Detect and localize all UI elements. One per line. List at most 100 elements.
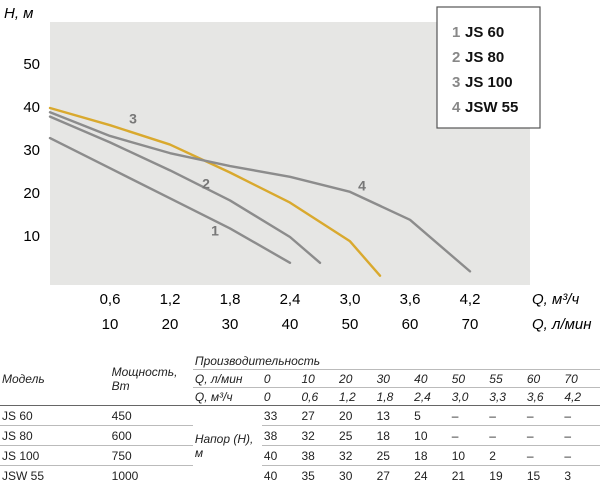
head-value: 24 <box>412 465 450 485</box>
head-value: – <box>487 425 525 446</box>
legend-label: JS 80 <box>465 49 504 66</box>
table-row: JSW 55 1000 40 35 30 27 24 21 19 15 3 <box>0 465 600 485</box>
curve-label: 3 <box>129 111 137 127</box>
x2-tick-label: 50 <box>342 316 359 333</box>
head-value: 2 <box>487 445 525 466</box>
head-value: 40 <box>261 465 300 485</box>
table-row: JS 60 450 Напор (Н), м 33 27 20 13 5– – – – <box>0 405 600 485</box>
legend-number: 4 <box>452 99 461 116</box>
q-lmin-value: 20 <box>337 369 375 388</box>
power-value: 600 <box>109 425 193 446</box>
q-m3h-value: 1,2 <box>337 387 375 406</box>
curve-label: 4 <box>358 178 366 194</box>
head-value: 32 <box>299 425 338 446</box>
q-m3h-value: 1,8 <box>374 387 413 406</box>
y-axis-label: H, м <box>4 5 33 22</box>
head-value: 18 <box>412 445 450 466</box>
q-m3h-value: 3,3 <box>487 387 525 406</box>
header-power: Мощность, Вт <box>111 364 178 393</box>
power-value: 450 <box>109 405 193 426</box>
q-lmin-value: 70 <box>562 369 600 388</box>
y-tick-label: 50 <box>23 56 40 73</box>
model-name: JS 80 <box>0 425 110 446</box>
head-value: 38 <box>299 445 338 466</box>
series-line <box>48 136 292 264</box>
x-axis-label: Q, м³/ч <box>532 291 579 308</box>
q-m3h-value: 4,2 <box>562 387 600 406</box>
table-row: JS 80 600 38 32 25 18 10– – – – <box>0 425 600 446</box>
x2-tick-label: 10 <box>102 316 119 333</box>
table-row: Q, л/мин 0 10 20 30 40 50 55 60 70 <box>0 369 600 388</box>
x-tick-label: 4,2 <box>460 291 481 308</box>
x2-axis-label: Q, л/мин <box>532 316 592 333</box>
head-value: 38 <box>261 425 300 446</box>
head-value: 30 <box>337 465 375 485</box>
y-tick-label: 10 <box>23 228 40 245</box>
head-value: 40 <box>261 445 300 466</box>
head-value: – <box>562 405 600 426</box>
legend-label: JSW 55 <box>465 99 518 116</box>
q-m3h-label: Q, м³/ч <box>192 387 262 406</box>
table-row: Модель Мощность, Вт Производительность <box>0 352 600 393</box>
power-value: 750 <box>109 445 193 466</box>
table-row: JS 100 750 40 38 32 25 18 10 2– – <box>0 445 600 466</box>
head-value: 27 <box>374 465 413 485</box>
head-value: 18 <box>374 425 413 446</box>
q-lmin-label: Q, л/мин <box>192 369 262 388</box>
model-name: JS 60 <box>0 405 110 426</box>
y-tick-label: 20 <box>23 185 40 202</box>
legend-box <box>436 6 541 129</box>
legend-number: 3 <box>452 74 460 91</box>
head-value: 21 <box>449 465 488 485</box>
head-value: 35 <box>299 465 338 485</box>
q-lmin-value: 60 <box>524 369 563 388</box>
q-m3h-value: 0 <box>261 387 300 406</box>
x-tick-label: 1,8 <box>220 291 241 308</box>
x-tick-label: 0,6 <box>100 291 121 308</box>
q-m3h-value: 3,0 <box>449 387 488 406</box>
head-value: 20 <box>337 405 375 426</box>
y-tick-label: 30 <box>23 142 40 159</box>
x-tick-label: 2,4 <box>280 291 301 308</box>
series-line <box>48 115 322 264</box>
head-value: 10 <box>412 425 450 446</box>
q-lmin-value: 30 <box>374 369 413 388</box>
curve-label: 1 <box>211 223 219 239</box>
chart: H, м Q, м³/ч Q, л/мин 10 20 30 40 50 0,6 1,2 1,… <box>4 5 592 333</box>
head-value: 33 <box>261 405 300 426</box>
header-performance: Производительность <box>194 353 321 368</box>
q-lmin-value: 10 <box>299 369 338 388</box>
head-value: – <box>524 445 563 466</box>
head-value: 25 <box>374 445 413 466</box>
legend-label: JS 100 <box>465 74 513 91</box>
x-tick-label: 3,0 <box>340 291 361 308</box>
power-value: 1000 <box>109 465 193 485</box>
q-lmin-value: 40 <box>412 369 450 388</box>
head-value: – <box>562 445 600 466</box>
y-tick-label: 40 <box>23 99 40 116</box>
head-value: 3 <box>562 465 600 485</box>
series-line <box>48 106 382 277</box>
curve-label: 2 <box>202 176 210 192</box>
header-model: Модель <box>2 371 45 386</box>
model-name: JS 100 <box>0 445 110 466</box>
q-m3h-value: 3,6 <box>524 387 563 406</box>
x2-tick-label: 30 <box>222 316 239 333</box>
head-value: 13 <box>374 405 413 426</box>
head-value: 25 <box>337 425 375 446</box>
head-value: – <box>524 425 563 446</box>
model-name: JSW 55 <box>0 465 110 485</box>
table-row: Q, м³/ч 0 0,6 1,2 1,8 2,4 3,0 3,3 3,6 4,2 <box>0 387 600 406</box>
legend-label: JS 60 <box>465 24 504 41</box>
x-tick-label: 1,2 <box>160 291 181 308</box>
head-value: 32 <box>337 445 375 466</box>
q-m3h-value: 2,4 <box>412 387 450 406</box>
head-value: – <box>449 405 488 426</box>
head-value: 27 <box>299 405 338 426</box>
head-value: 15 <box>524 465 563 485</box>
x2-tick-label: 20 <box>162 316 179 333</box>
spec-table: Модель Мощность, Вт Производительность Q, л… <box>0 352 600 485</box>
q-lmin-value: 55 <box>487 369 525 388</box>
x2-tick-label: 60 <box>402 316 419 333</box>
